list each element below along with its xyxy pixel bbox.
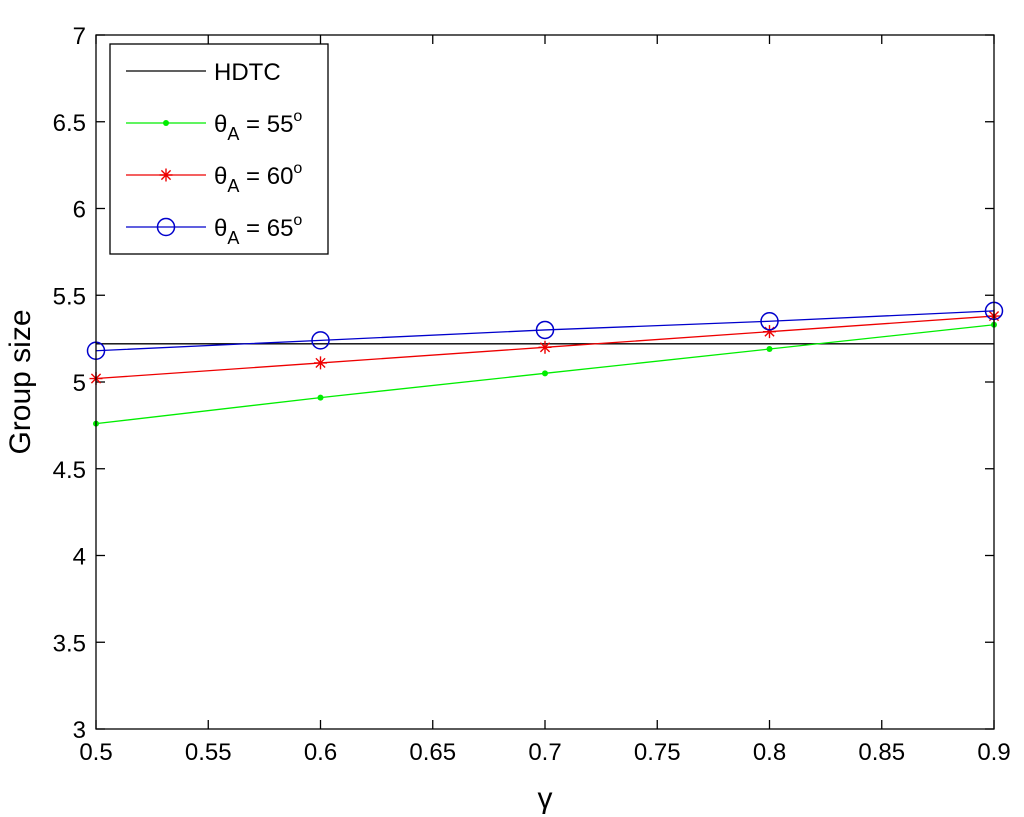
data-point-marker — [766, 346, 773, 353]
legend: HDTC θA = 55o θA = 60o θA = 65o — [109, 43, 329, 255]
data-point-marker — [314, 356, 327, 370]
legend-marker — [159, 168, 173, 182]
x-tick-label: 0.85 — [858, 739, 905, 766]
y-axis: 3 3.5 4 4.5 5 5.5 6 6.5 7 — [53, 23, 994, 744]
data-point-marker — [763, 325, 776, 339]
legend-label: θA = 65o — [214, 212, 302, 248]
legend-marker — [156, 217, 176, 237]
x-tick-label: 0.9 — [977, 739, 1010, 766]
y-axis-label: Group size — [4, 309, 37, 454]
y-tick-label: 3 — [73, 717, 86, 744]
data-point-marker — [535, 320, 555, 340]
x-tick-label: 0.5 — [79, 739, 112, 766]
data-point-marker — [542, 370, 548, 377]
x-tick-label: 0.7 — [528, 739, 561, 766]
series-1 — [93, 321, 997, 427]
y-tick-label: 3.5 — [53, 630, 86, 657]
x-tick-label: 0.75 — [634, 739, 681, 766]
y-tick-label: 4.5 — [53, 457, 86, 484]
y-tick-label: 5.5 — [53, 283, 86, 310]
data-point-marker — [538, 340, 552, 354]
plot-frame — [95, 34, 995, 730]
legend-label: HDTC — [214, 59, 281, 86]
legend-marker — [163, 120, 169, 126]
x-tick-label: 0.6 — [304, 739, 337, 766]
y-tick-label: 6.5 — [53, 110, 86, 137]
y-tick-label: 6 — [73, 197, 86, 224]
legend-box — [109, 43, 329, 255]
data-point-marker — [760, 312, 779, 331]
data-point-marker — [317, 394, 324, 401]
x-tick-label: 0.55 — [185, 739, 232, 766]
x-tick-label: 0.65 — [409, 739, 456, 766]
x-axis: 0.5 0.55 0.6 0.65 0.7 0.75 0.8 0.85 0.9 — [79, 35, 1011, 766]
legend-label: θA = 60o — [214, 160, 302, 196]
y-tick-label: 7 — [73, 23, 86, 50]
x-tick-label: 0.8 — [753, 739, 786, 766]
series-line — [95, 310, 995, 352]
legend-label: θA = 55o — [214, 108, 302, 144]
data-point-marker — [311, 331, 330, 350]
x-axis-label: γ — [538, 782, 553, 815]
y-tick-label: 5 — [73, 370, 86, 397]
y-tick-label: 4 — [73, 544, 86, 571]
